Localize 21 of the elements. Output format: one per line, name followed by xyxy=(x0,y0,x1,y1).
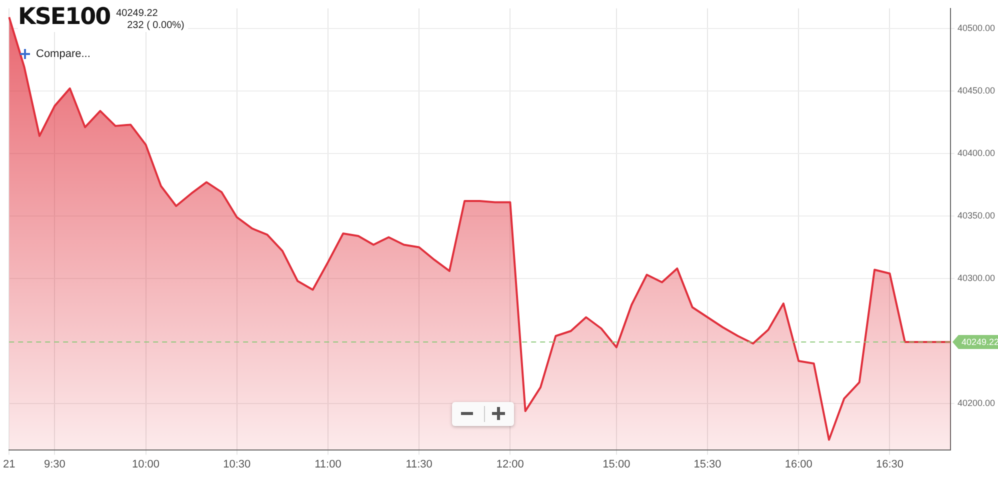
y-tick-label: 40200.00 xyxy=(957,398,996,408)
y-tick-label: 40300.00 xyxy=(957,272,996,283)
x-tick-label: 10:00 xyxy=(132,458,160,470)
y-tick-label: 40350.00 xyxy=(957,210,996,220)
x-tick-label: 10:30 xyxy=(223,458,251,470)
x-tick-label: 16:30 xyxy=(876,458,904,470)
y-tick-label: 40400.00 xyxy=(957,148,996,158)
x-tick-label: 12:00 xyxy=(496,458,524,470)
x-tick-label: 21 xyxy=(2,458,16,470)
chart-title: KSE100 xyxy=(18,4,110,30)
annotation: Compare... xyxy=(36,48,90,60)
x-tick-label: 11:00 xyxy=(314,458,342,470)
x-tick-label: 15:30 xyxy=(694,458,722,470)
x-tick-label: 16:00 xyxy=(784,458,812,470)
y-tick-label: 40500.00 xyxy=(957,22,996,33)
x-tick-label: 11:30 xyxy=(406,458,432,470)
x-tick-label: 15:00 xyxy=(602,458,630,470)
x-tick-label: 9:30 xyxy=(44,458,66,470)
annotation: 232 ( 0.00%) xyxy=(126,20,184,32)
chart-subtitle: 40249.22 xyxy=(116,8,159,20)
y-tick-label: 40450.00 xyxy=(957,85,996,96)
